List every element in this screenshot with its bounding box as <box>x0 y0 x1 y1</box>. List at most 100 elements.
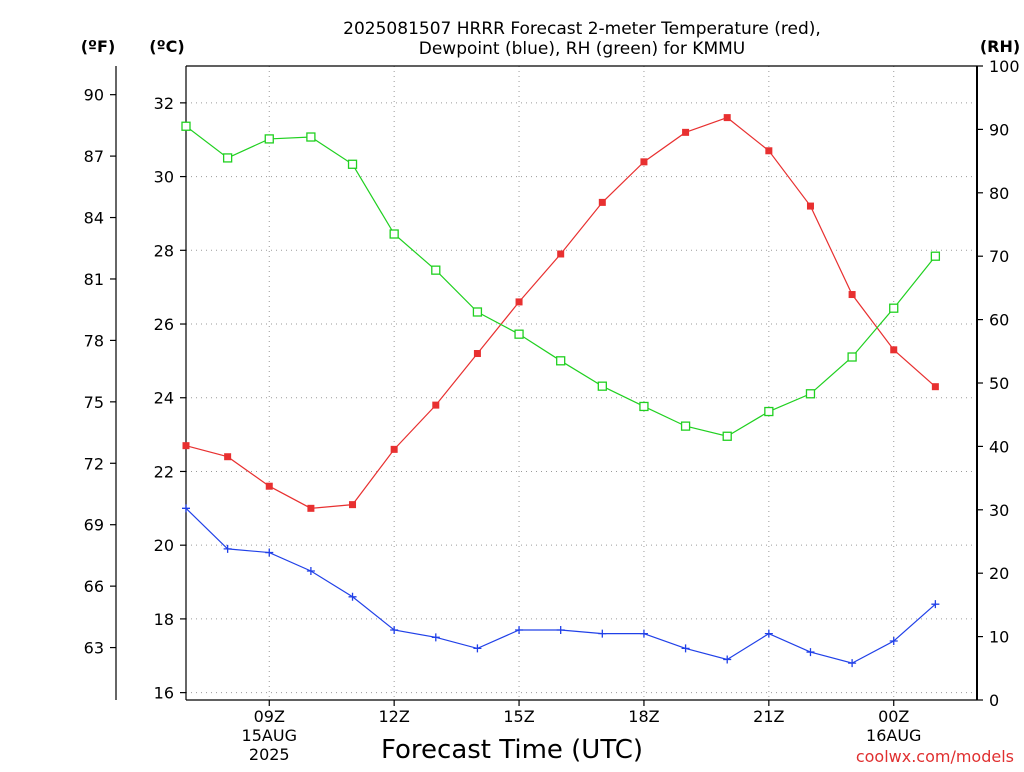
labels-layer: 16 18 20 22 24 26 28 30 32 63 66 69 72 75 78 81 84 87 90 0 1… <box>84 57 1020 764</box>
2-meter-temperature-point <box>848 291 856 299</box>
2-meter-temperature-point <box>931 383 939 391</box>
celsius-tick-label: 32 <box>154 94 174 113</box>
rh-unit-label: (RH) <box>980 37 1020 56</box>
x-tick-label: 18Z <box>628 707 659 726</box>
dewpoint-point <box>764 629 773 638</box>
fahrenheit-tick-label: 81 <box>84 270 104 289</box>
dewpoint-point <box>723 655 732 664</box>
x-tick-label: 16AUG <box>866 726 921 745</box>
rh-tick-label: 20 <box>989 564 1009 583</box>
rh-tick-label: 30 <box>989 501 1009 520</box>
x-axis-title: Forecast Time (UTC) <box>381 735 643 765</box>
2-meter-temperature-point <box>723 114 731 122</box>
2-meter-temperature-point <box>765 147 773 155</box>
grid-layer <box>186 66 977 700</box>
fahrenheit-tick-label: 72 <box>84 454 104 473</box>
x-tick-label: 00Z <box>878 707 909 726</box>
credit-text: coolwx.com/models <box>856 747 1014 766</box>
fahrenheit-tick-label: 69 <box>84 516 104 535</box>
2-meter-temperature-point <box>473 350 481 358</box>
2-meter-temperature-point <box>598 198 606 206</box>
rh-point <box>389 229 399 239</box>
rh-tick-label: 60 <box>989 311 1009 330</box>
fahrenheit-unit-label: (ºF) <box>81 37 116 56</box>
2-meter-temperature-point <box>182 442 190 450</box>
celsius-tick-label: 26 <box>154 315 174 334</box>
rh-point <box>556 356 566 366</box>
rh-point <box>222 153 233 163</box>
rh-point <box>764 406 774 417</box>
rh-tick-label: 50 <box>989 374 1009 393</box>
rh-point <box>639 401 649 412</box>
chart-title-line-2: Dewpoint (blue), RH (green) for KMMU <box>419 39 746 59</box>
dewpoint-point <box>806 648 815 657</box>
dewpoint-point <box>182 504 190 513</box>
fahrenheit-tick-label: 63 <box>84 639 104 658</box>
rh-tick-label: 80 <box>989 184 1009 203</box>
dewpoint-point <box>306 566 315 575</box>
dewpoint-point <box>431 633 440 642</box>
dewpoint-point <box>681 644 690 653</box>
series-layer <box>181 114 941 668</box>
rh-point <box>264 134 274 144</box>
rh-point <box>514 329 524 339</box>
rh-line <box>185 125 936 437</box>
rh-point <box>722 431 732 441</box>
2-meter-temperature-point <box>890 346 898 354</box>
fahrenheit-tick-label: 84 <box>84 209 104 228</box>
dewpoint-point <box>556 625 565 634</box>
2-meter-temperature-point <box>224 453 232 461</box>
fahrenheit-tick-label: 66 <box>84 577 104 596</box>
2-meter-temperature-point <box>390 445 398 453</box>
rh-point <box>889 303 899 313</box>
axes-layer <box>110 65 983 706</box>
dewpoint-point <box>931 600 940 609</box>
rh-tick-label: 40 <box>989 437 1009 456</box>
x-tick-label: 15AUG <box>242 726 297 745</box>
rh-tick-label: 10 <box>989 628 1009 647</box>
dewpoint-point <box>848 659 857 668</box>
dewpoint-point <box>390 625 399 634</box>
2-meter-temperature-point <box>265 482 273 490</box>
2-meter-temperature-point <box>349 501 357 509</box>
dewpoint-point <box>223 544 232 553</box>
x-tick-label: 12Z <box>378 707 409 726</box>
rh-point <box>680 421 691 431</box>
celsius-unit-label: (ºC) <box>149 37 184 56</box>
rh-point <box>431 265 441 275</box>
rh-tick-label: 90 <box>989 120 1009 139</box>
celsius-tick-label: 24 <box>154 389 174 408</box>
2-meter-temperature-line <box>185 116 936 509</box>
celsius-tick-label: 18 <box>154 610 174 629</box>
2-meter-temperature-point <box>640 158 648 166</box>
dewpoint-point <box>473 644 482 653</box>
fahrenheit-tick-label: 75 <box>84 393 104 412</box>
rh-tick-label: 70 <box>989 247 1009 266</box>
dewpoint-point <box>265 548 274 557</box>
dewpoint-point <box>889 637 898 646</box>
dewpoint-line <box>185 507 936 664</box>
celsius-tick-label: 30 <box>154 168 174 187</box>
rh-point <box>805 389 816 399</box>
dewpoint-point <box>639 629 648 638</box>
rh-point <box>597 381 607 391</box>
celsius-tick-label: 20 <box>154 536 174 555</box>
x-tick-label: 2025 <box>249 745 290 764</box>
rh-point <box>181 121 191 131</box>
x-tick-label: 09Z <box>254 707 285 726</box>
rh-point <box>930 251 941 261</box>
rh-point <box>347 159 358 169</box>
rh-point <box>306 132 316 142</box>
2-meter-temperature-point <box>432 401 440 409</box>
dewpoint-point <box>598 629 607 638</box>
2-meter-temperature-point <box>515 298 523 306</box>
2-meter-temperature-point <box>806 202 814 210</box>
fahrenheit-tick-label: 87 <box>84 147 104 166</box>
x-tick-label: 21Z <box>753 707 784 726</box>
celsius-tick-label: 22 <box>154 462 174 481</box>
fahrenheit-tick-label: 78 <box>84 331 104 350</box>
rh-tick-label: 0 <box>989 691 999 710</box>
dewpoint-point <box>348 592 357 601</box>
rh-point <box>472 307 483 317</box>
